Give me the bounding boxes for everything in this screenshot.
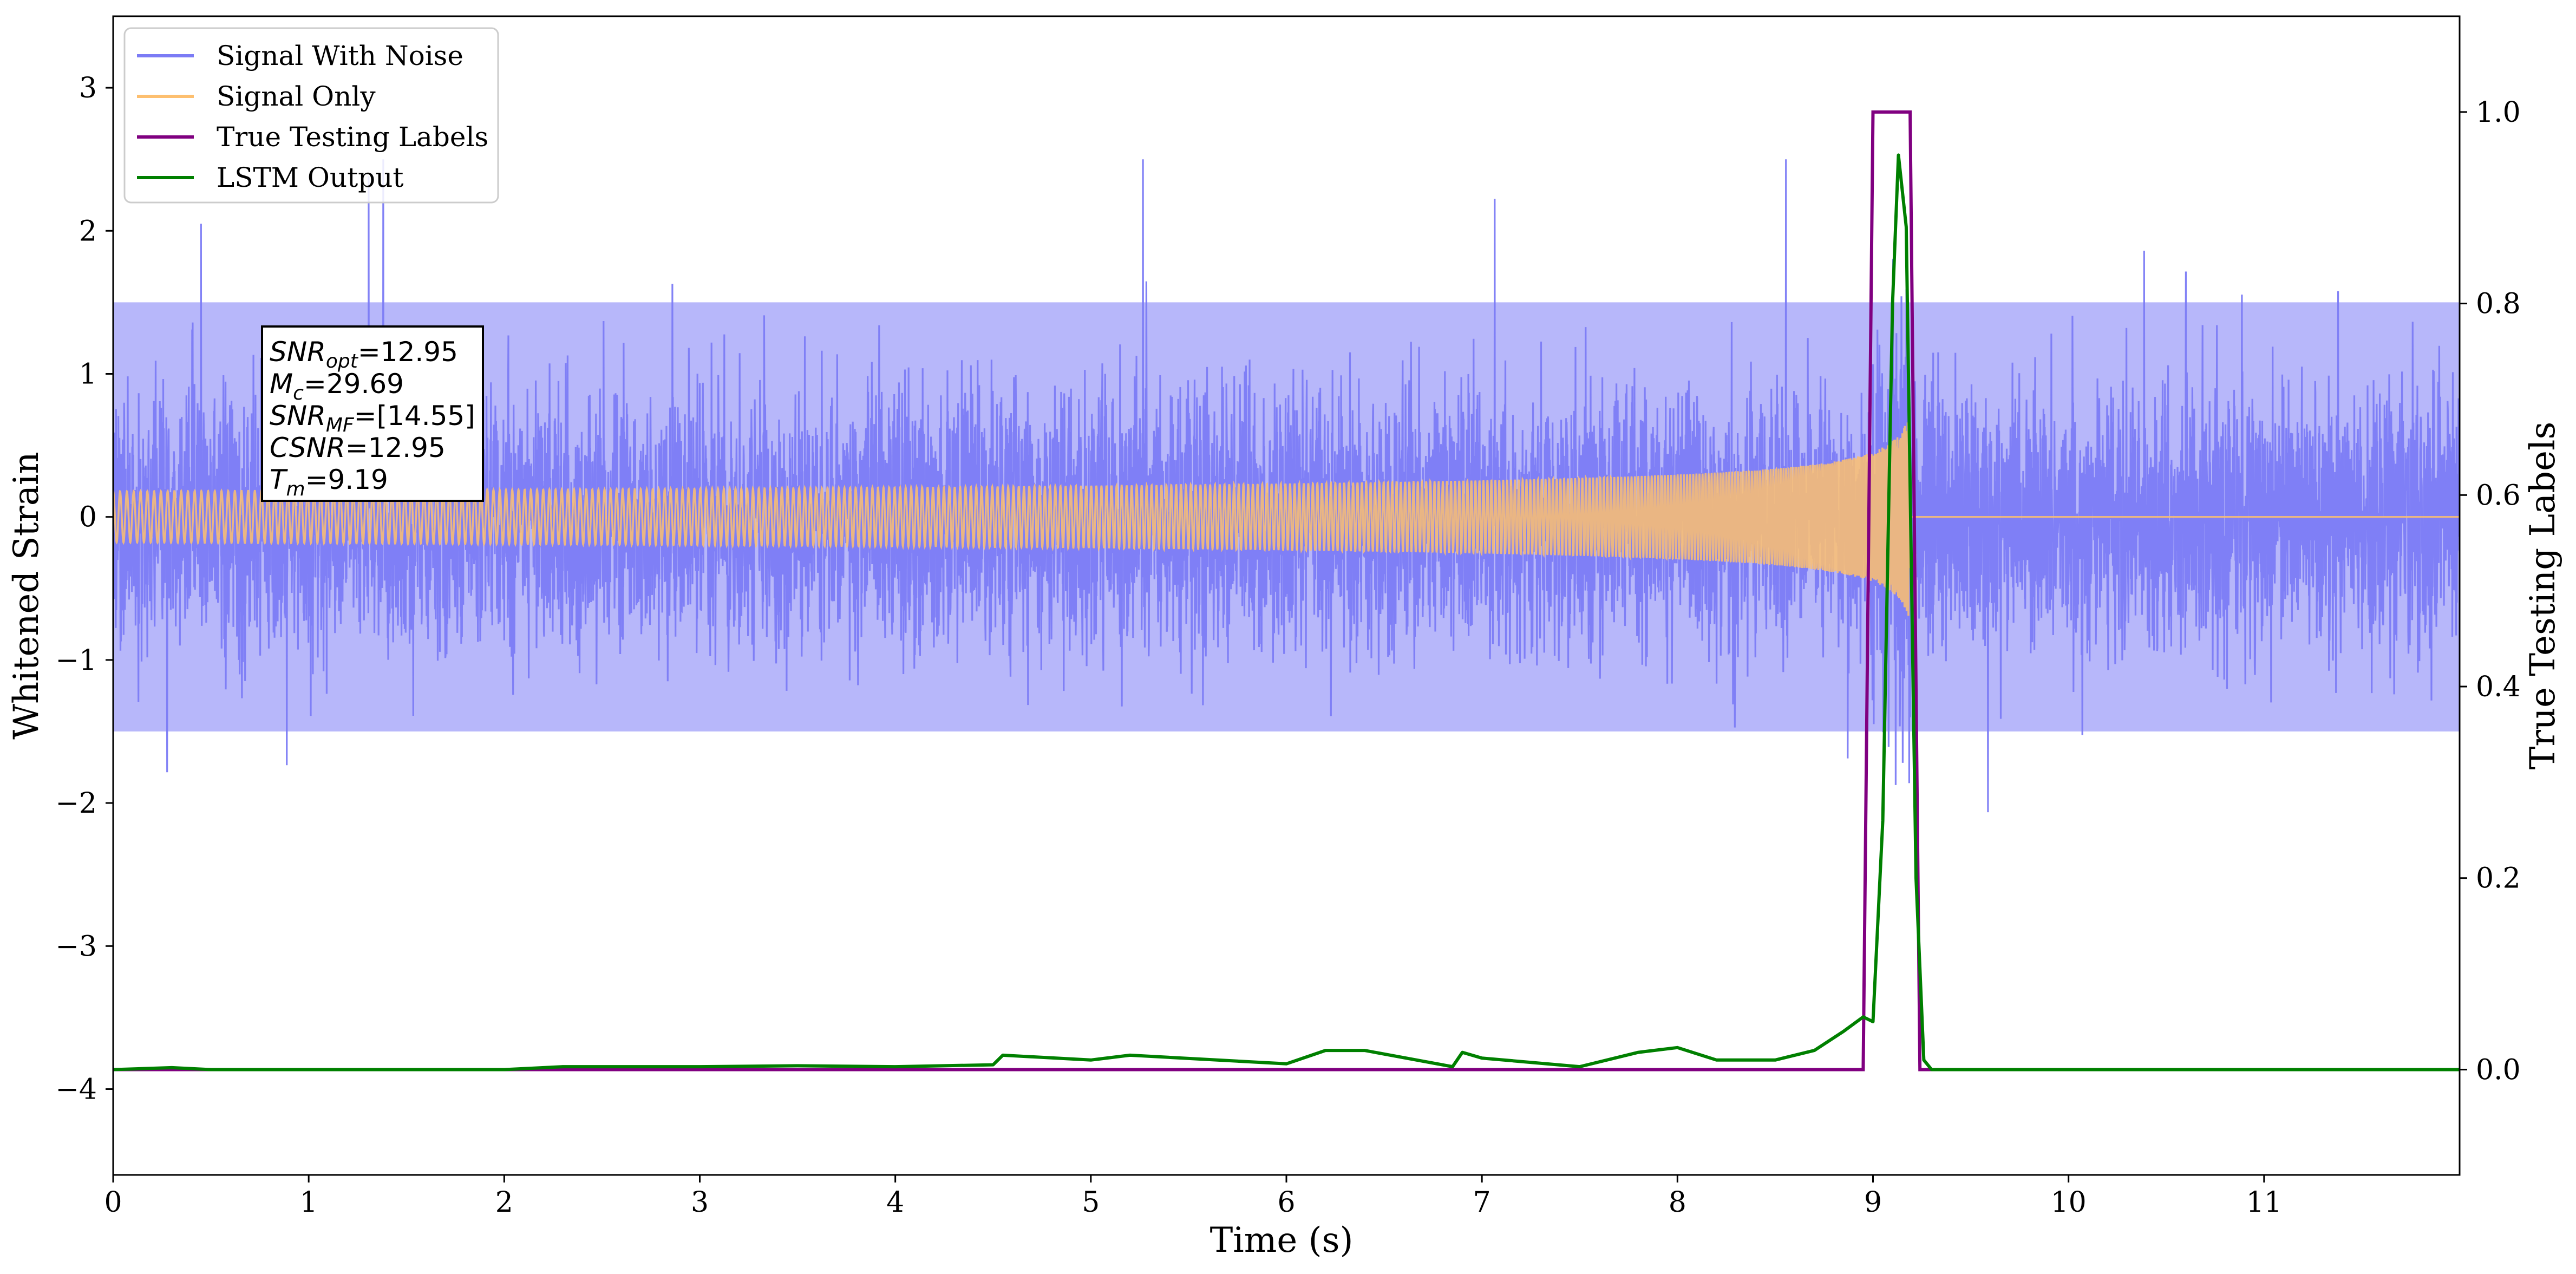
lstm-output-line [113,153,2460,1072]
legend-frame [123,27,499,204]
y2-tick-label: 0.0 [2476,1054,2521,1086]
x-axis: 0 1 2 3 4 5 6 7 8 9 10 11 [104,1175,2282,1219]
y-tick-label: 0 [79,501,97,534]
x-tick-label: 11 [2246,1186,2282,1219]
x-tick-label: 8 [1669,1186,1686,1219]
y2-tick-label: 0.4 [2476,671,2521,703]
annotation-line: Tm=9.19 [270,464,388,500]
x-tick-label: 1 [300,1186,318,1219]
legend-label: LSTM Output [217,162,403,193]
annotation-line: SNRMF=[14.55] [270,400,475,436]
signal-only-line [113,422,2460,616]
x-tick-label: 4 [886,1186,904,1219]
annotation-line: Mc=29.69 [270,368,404,404]
legend-label: Signal With Noise [217,40,463,71]
x-tick-label: 2 [495,1186,513,1219]
y2-tick-label: 0.6 [2476,479,2521,512]
y-tick-label: 2 [79,215,97,247]
metrics-annotation: SNRopt=12.95Mc=29.69SNRMF=[14.55]CSNR=12… [261,325,484,502]
lstm-output-series [113,153,2460,1072]
y-axis-right: 0.0 0.2 0.4 0.6 0.8 1.0 [2460,96,2521,1086]
annotation-line: SNRopt=12.95 [270,336,458,373]
legend: Signal With Noise Signal Only True Testing… [123,27,499,204]
y2-axis-label: True Testing Labels [2523,422,2563,770]
x-tick-label: 9 [1864,1186,1882,1219]
x-tick-label: 7 [1473,1186,1491,1219]
x-axis-label: Time (s) [1210,1220,1354,1260]
x-tick-label: 6 [1277,1186,1295,1219]
legend-label: Signal Only [217,81,376,112]
annotation-frame [261,325,484,502]
legend-label: True Testing Labels [217,121,488,153]
y-tick-label: −3 [55,930,97,963]
x-tick-label: 3 [691,1186,709,1219]
x-tick-label: 0 [104,1186,122,1219]
signal-with-noise-line [113,159,2460,813]
y-tick-label: −1 [55,644,97,677]
annotation-line: CSNR=12.95 [270,432,446,463]
y-tick-label: 3 [79,72,97,104]
y2-tick-label: 1.0 [2476,96,2521,129]
x-tick-label: 10 [2051,1186,2087,1219]
signal-only-series [113,422,2460,616]
y-axis-left: −4 −3 −2 −1 0 1 2 3 [55,72,113,1106]
y-axis-label: Whitened Strain [6,452,47,739]
y-tick-label: −4 [55,1073,97,1106]
y-tick-label: −2 [55,787,97,820]
y-tick-label: 1 [79,358,97,390]
x-tick-label: 5 [1082,1186,1100,1219]
y2-tick-label: 0.8 [2476,288,2521,321]
y2-tick-label: 0.2 [2476,863,2521,895]
